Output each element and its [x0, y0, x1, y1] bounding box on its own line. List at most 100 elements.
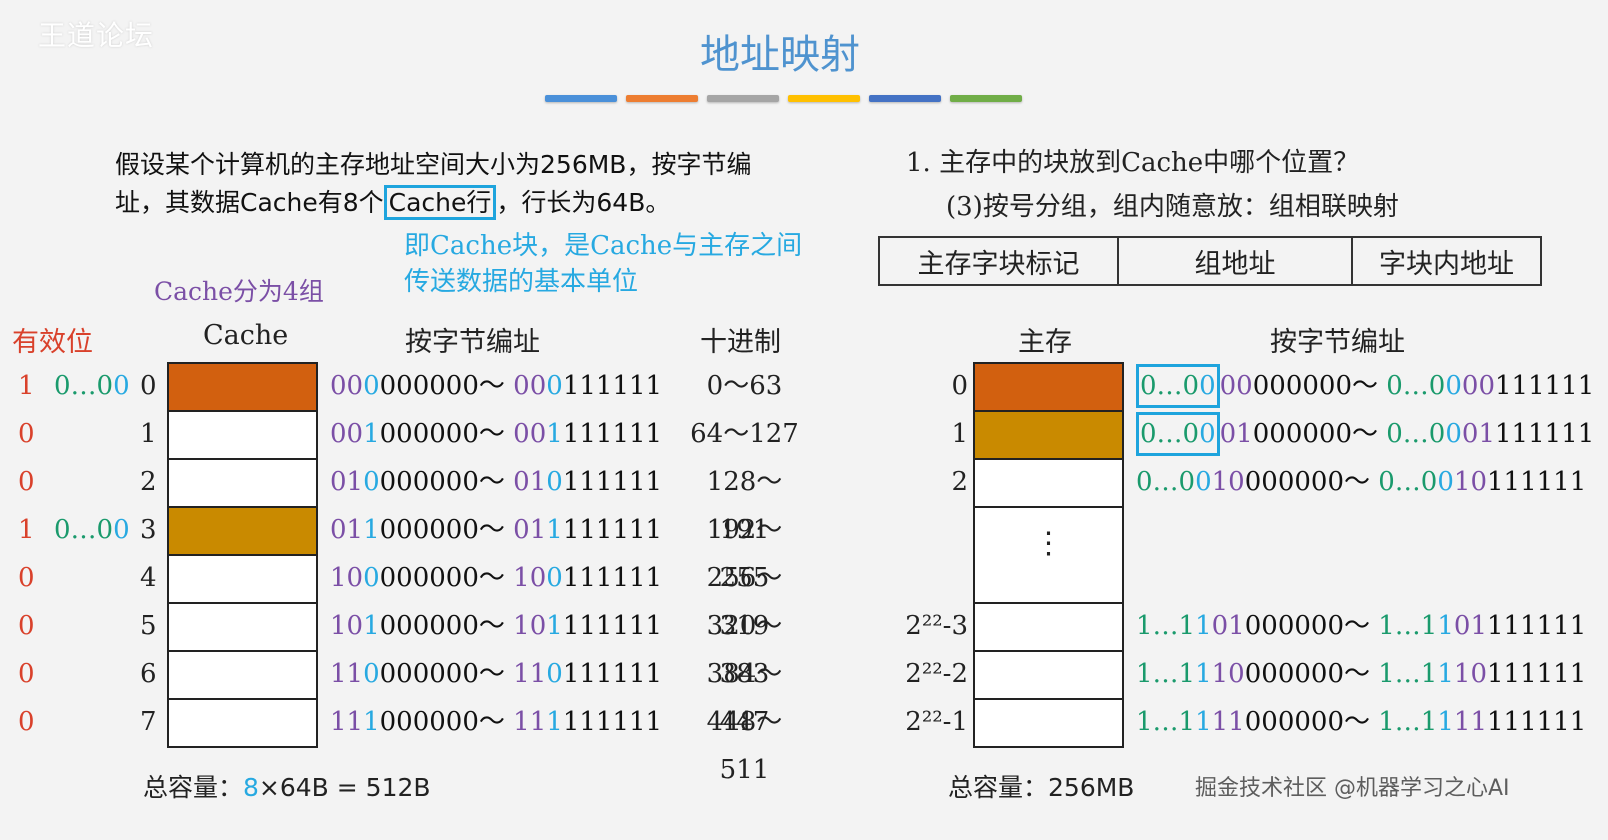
cache-line-cell [169, 652, 316, 700]
highlighted-cache-line: Cache行 [383, 185, 497, 220]
cache-line-index: 4 [140, 563, 157, 593]
problem-statement: 假设某个计算机的主存地址空间大小为256MB，按字节编 址，其数据Cache有8… [115, 146, 855, 222]
offset-bits: 111111 [562, 467, 663, 497]
tag-bits: 0…0 [1378, 467, 1438, 497]
cache-line-cell [169, 508, 316, 556]
decimal-range: 0～63 [706, 371, 783, 401]
decimal-range: 64～127 [690, 419, 799, 449]
group-bit: 0 [546, 659, 563, 689]
group-bit: 0 [546, 371, 563, 401]
memory-block-cell [975, 652, 1122, 700]
group-bits: 10 [330, 563, 364, 593]
cache-line-cell [169, 700, 316, 748]
group-bits: 01 [1219, 419, 1253, 449]
intro-line-2-pre: 址，其数据Cache有8个 [115, 188, 384, 217]
memory-row: 1 0…00 01000000～ 0…0001111111 [880, 410, 1600, 458]
offset-bits: 000000～ [379, 467, 514, 497]
valid-bit: 0 [18, 659, 35, 689]
offset-bits: 111111 [562, 659, 663, 689]
cache-line-index: 0 [140, 371, 157, 401]
group-bits: 10 [1211, 467, 1245, 497]
group-bits: 10 [513, 611, 547, 641]
question-heading: 1. 主存中的块放到Cache中哪个位置？ [906, 148, 1360, 178]
decimal-header: 十进制 [700, 327, 781, 358]
group-bit: 0 [363, 659, 380, 689]
slide-title: 地址映射 [700, 32, 860, 78]
tag-bits: 0…0 [1386, 419, 1446, 449]
byte-address-range: 100000000～ 100111111 [330, 554, 662, 602]
note-line-2: 传送数据的基本单位 [404, 267, 639, 297]
bottom-watermark: 掘金技术社区 @机器学习之心AI [1195, 776, 1510, 801]
offset-bits: 111111 [562, 611, 663, 641]
memory-block-cell [975, 412, 1122, 460]
memory-block-cell [975, 460, 1122, 508]
group-bits: 01 [513, 467, 547, 497]
offset-bits: 000000～ [379, 611, 514, 641]
cache-block-diagram [167, 362, 318, 748]
valid-bit: 1 [18, 515, 35, 545]
intro-line-2-post: ，行长为64B。 [496, 188, 671, 217]
memory-block-index: 1 [951, 419, 968, 449]
offset-bits: 111111 [562, 371, 663, 401]
cache-block-note: 即Cache块，是Cache与主存之间 传送数据的基本单位 [404, 228, 802, 300]
tag-bits: 1…1 [1378, 659, 1438, 689]
memory-block-cell [975, 604, 1122, 652]
valid-bit: 0 [18, 467, 35, 497]
memory-block-index: 2²²-1 [905, 707, 968, 737]
group-bits: 11 [330, 707, 364, 737]
note-line-1: 即Cache块，是Cache与主存之间 [404, 231, 803, 261]
group-bits: 11 [330, 659, 364, 689]
cache-row: 1 0…00 3 011000000～ 011111111 192～255 [0, 506, 860, 593]
group-bits: 10 [1211, 659, 1245, 689]
cache-line-index: 7 [140, 707, 157, 737]
group-bits: 11 [1211, 707, 1245, 737]
group-bit: 0 [363, 563, 380, 593]
cache-line-cell [169, 460, 316, 508]
memory-block-cell [975, 700, 1122, 748]
group-bit: 1 [1195, 659, 1212, 689]
offset-bits: 111111 [562, 563, 663, 593]
cache-header: Cache [203, 320, 289, 351]
group-bit: 1 [1437, 707, 1454, 737]
decimal-range: 192～255 [706, 515, 783, 593]
tag-bits: 0…0 [1140, 371, 1200, 401]
title-stripe [950, 95, 1022, 102]
offset-bits: 000000～ [1244, 467, 1379, 497]
offset-bits: 111111 [1495, 419, 1595, 449]
valid-bit: 1 [18, 371, 35, 401]
vertical-ellipsis: ⋮ [1033, 526, 1064, 561]
byte-address-range: 101000000～ 101111111 [330, 602, 662, 650]
title-stripe [788, 95, 860, 102]
offset-bits: 000000～ [1244, 659, 1379, 689]
decimal-range: 128～191 [706, 467, 783, 545]
group-bit: 1 [546, 515, 563, 545]
mapping-method: (3)按号分组，组内随意放：组相联映射 [946, 192, 1399, 222]
group-bit: 1 [546, 419, 563, 449]
cache-row: 0 5 101000000～ 101111111 320～383 [0, 602, 860, 689]
tag-bits: 1…1 [1136, 611, 1196, 641]
offset-bits: 111111 [1487, 467, 1587, 497]
cache-line-index: 3 [140, 515, 157, 545]
tag-bits: 0…0 [1136, 467, 1196, 497]
cache-tag: 0…00 [54, 362, 130, 410]
group-bits: 00 [330, 419, 364, 449]
memory-row: 2 0…0010000000～ 0…0010111111 [880, 458, 1600, 506]
address-format-table: 主存字块标记 组地址 字块内地址 [878, 236, 1542, 286]
byte-address-range: 010000000～ 010111111 [330, 458, 662, 506]
cache-line-index: 6 [140, 659, 157, 689]
total-rest: ×64B = 512B [258, 773, 431, 802]
cache-line-index: 2 [140, 467, 157, 497]
group-bits: 11 [513, 707, 547, 737]
group-bit: 1 [1195, 707, 1212, 737]
group-bits: 01 [1211, 611, 1245, 641]
byte-address-range: 110000000～ 110111111 [330, 650, 662, 698]
offset-bits: 000000～ [379, 515, 514, 545]
offset-bits: 000000～ [379, 659, 514, 689]
memory-block-cell [975, 364, 1122, 412]
memory-address-range: 0…00 00000000～ 0…0000111111 [1136, 362, 1594, 410]
group-bits: 11 [1453, 707, 1487, 737]
forum-logo-watermark: 王道论坛 [38, 19, 155, 52]
group-bit: 1 [363, 515, 380, 545]
group-bits: 10 [1453, 467, 1487, 497]
group-bit: 1 [1437, 659, 1454, 689]
